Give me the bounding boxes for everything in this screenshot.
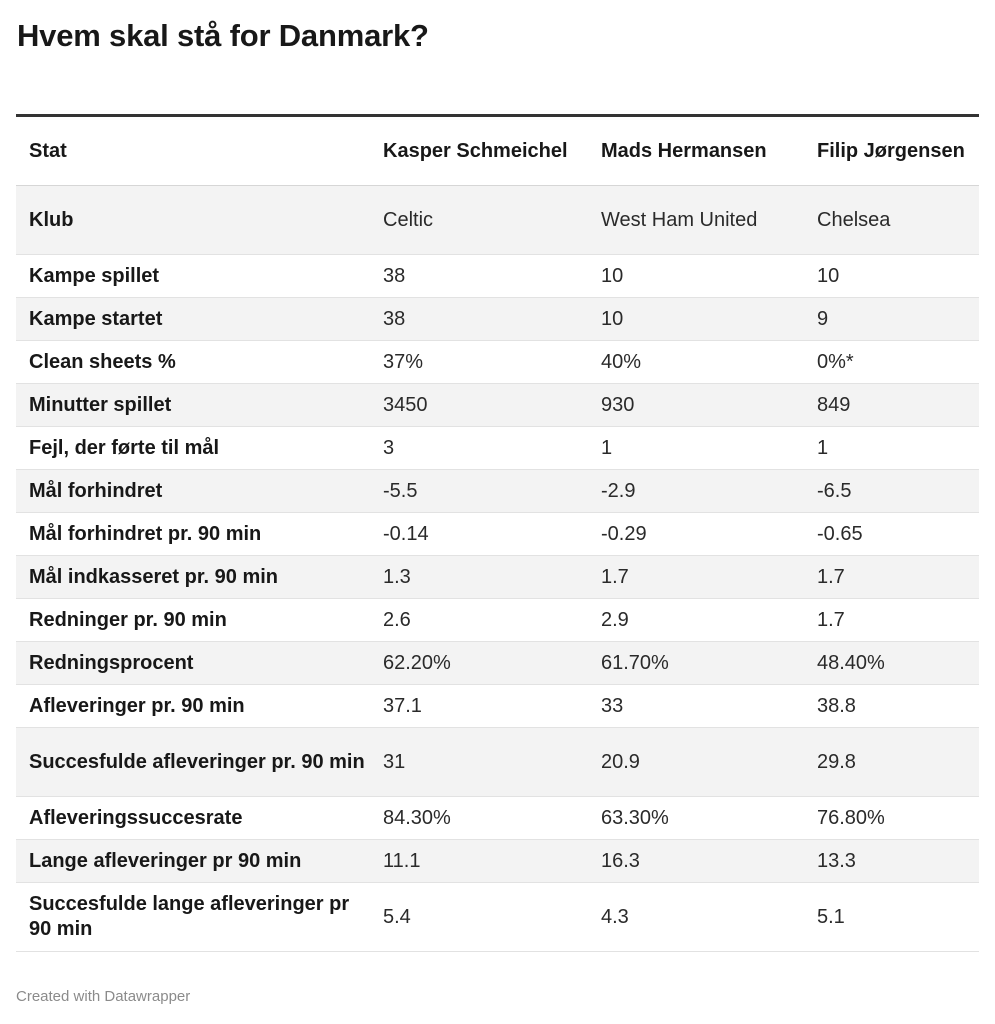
stat-value-cell: 10 bbox=[588, 254, 804, 298]
stat-label-cell: Minutter spillet bbox=[16, 383, 370, 427]
stat-value-cell: 48.40% bbox=[804, 641, 979, 685]
table-row: Mål indkasseret pr. 90 min 1.3 1.7 1.7 bbox=[16, 555, 979, 599]
table-row: Clean sheets % 37% 40% 0%* bbox=[16, 340, 979, 384]
chart-title: Hvem skal stå for Danmark? bbox=[17, 18, 429, 53]
stat-value-cell: 38.8 bbox=[804, 684, 979, 728]
stat-label-cell: Mål forhindret bbox=[16, 469, 370, 513]
table-row: Kampe startet 38 10 9 bbox=[16, 297, 979, 341]
table-row: Kampe spillet 38 10 10 bbox=[16, 254, 979, 298]
table-row: Minutter spillet 3450 930 849 bbox=[16, 383, 979, 427]
stat-value-cell: -0.29 bbox=[588, 512, 804, 556]
stat-value-cell: 2.6 bbox=[370, 598, 588, 642]
stat-value-cell: 1.7 bbox=[804, 555, 979, 599]
table-row: Mål forhindret -5.5 -2.9 -6.5 bbox=[16, 469, 979, 513]
stat-label-cell: Afleveringssuccesrate bbox=[16, 796, 370, 840]
stat-value-cell: 84.30% bbox=[370, 796, 588, 840]
stat-value-cell: 1 bbox=[588, 426, 804, 470]
stat-label-cell: Redningsprocent bbox=[16, 641, 370, 685]
mads-hermansen-column-header: Mads Hermansen bbox=[588, 115, 804, 186]
table-row: Succesfulde lange afleveringer pr 90 min… bbox=[16, 882, 979, 952]
stat-value-cell: -6.5 bbox=[804, 469, 979, 513]
stat-value-cell: 2.9 bbox=[588, 598, 804, 642]
stat-value-cell: Celtic bbox=[370, 185, 588, 255]
table-body: Klub Celtic West Ham United Chelsea Kampe sp… bbox=[16, 185, 979, 952]
stat-value-cell: 40% bbox=[588, 340, 804, 384]
table-row: Mål forhindret pr. 90 min -0.14 -0.29 -0.65 bbox=[16, 512, 979, 556]
table-row: Succesfulde afleveringer pr. 90 min 31 20.… bbox=[16, 727, 979, 797]
stat-value-cell: 13.3 bbox=[804, 839, 979, 883]
stat-value-cell: -0.14 bbox=[370, 512, 588, 556]
table-row: Redninger pr. 90 min 2.6 2.9 1.7 bbox=[16, 598, 979, 642]
stat-value-cell: 29.8 bbox=[804, 727, 979, 797]
table-row: Lange afleveringer pr 90 min 11.1 16.3 13.3 bbox=[16, 839, 979, 883]
table-row: Klub Celtic West Ham United Chelsea bbox=[16, 185, 979, 255]
stat-value-cell: West Ham United bbox=[588, 185, 804, 255]
stat-value-cell: 10 bbox=[804, 254, 979, 298]
table-row: Afleveringer pr. 90 min 37.1 33 38.8 bbox=[16, 684, 979, 728]
stat-label-cell: Redninger pr. 90 min bbox=[16, 598, 370, 642]
stat-value-cell: 62.20% bbox=[370, 641, 588, 685]
stat-label-cell: Kampe startet bbox=[16, 297, 370, 341]
filip-jorgensen-column-header: Filip Jørgensen bbox=[804, 115, 979, 186]
stat-value-cell: 5.4 bbox=[370, 882, 588, 952]
stat-value-cell: 63.30% bbox=[588, 796, 804, 840]
stat-label-cell: Klub bbox=[16, 185, 370, 255]
stat-value-cell: 1.7 bbox=[804, 598, 979, 642]
stat-value-cell: 9 bbox=[804, 297, 979, 341]
table-row: Afleveringssuccesrate 84.30% 63.30% 76.80% bbox=[16, 796, 979, 840]
stat-label-cell: Succesfulde afleveringer pr. 90 min bbox=[16, 727, 370, 797]
stat-value-cell: 76.80% bbox=[804, 796, 979, 840]
stat-value-cell: 38 bbox=[370, 297, 588, 341]
stat-value-cell: -0.65 bbox=[804, 512, 979, 556]
stat-label-cell: Afleveringer pr. 90 min bbox=[16, 684, 370, 728]
stat-value-cell: -5.5 bbox=[370, 469, 588, 513]
stat-value-cell: 38 bbox=[370, 254, 588, 298]
stats-table-container: Stat Kasper Schmeichel Mads Hermansen Filip… bbox=[16, 114, 979, 952]
stats-table: Stat Kasper Schmeichel Mads Hermansen Filip… bbox=[16, 114, 979, 952]
stat-value-cell: 20.9 bbox=[588, 727, 804, 797]
stat-value-cell: 37.1 bbox=[370, 684, 588, 728]
stat-value-cell: 11.1 bbox=[370, 839, 588, 883]
header-row: Stat Kasper Schmeichel Mads Hermansen Filip… bbox=[16, 115, 979, 186]
stat-label-cell: Kampe spillet bbox=[16, 254, 370, 298]
stat-value-cell: 61.70% bbox=[588, 641, 804, 685]
stat-value-cell: Chelsea bbox=[804, 185, 979, 255]
stat-label-cell: Mål forhindret pr. 90 min bbox=[16, 512, 370, 556]
stat-label-cell: Mål indkasseret pr. 90 min bbox=[16, 555, 370, 599]
table-row: Fejl, der førte til mål 3 1 1 bbox=[16, 426, 979, 470]
stat-label-cell: Clean sheets % bbox=[16, 340, 370, 384]
stat-value-cell: 3450 bbox=[370, 383, 588, 427]
stat-label-cell: Succesfulde lange afleveringer pr 90 min bbox=[16, 882, 370, 952]
stat-value-cell: 849 bbox=[804, 383, 979, 427]
datawrapper-credit: Created with Datawrapper bbox=[16, 988, 191, 1005]
stat-value-cell: 16.3 bbox=[588, 839, 804, 883]
stat-value-cell: 930 bbox=[588, 383, 804, 427]
stat-column-header: Stat bbox=[16, 115, 370, 186]
stat-value-cell: -2.9 bbox=[588, 469, 804, 513]
stat-value-cell: 3 bbox=[370, 426, 588, 470]
stat-value-cell: 1.7 bbox=[588, 555, 804, 599]
stat-value-cell: 1 bbox=[804, 426, 979, 470]
table-row: Redningsprocent 62.20% 61.70% 48.40% bbox=[16, 641, 979, 685]
stat-value-cell: 5.1 bbox=[804, 882, 979, 952]
table-header: Stat Kasper Schmeichel Mads Hermansen Filip… bbox=[16, 115, 979, 186]
stat-label-cell: Fejl, der førte til mål bbox=[16, 426, 370, 470]
stat-value-cell: 10 bbox=[588, 297, 804, 341]
stat-value-cell: 37% bbox=[370, 340, 588, 384]
stat-value-cell: 31 bbox=[370, 727, 588, 797]
stat-value-cell: 4.3 bbox=[588, 882, 804, 952]
stat-value-cell: 0%* bbox=[804, 340, 979, 384]
stat-label-cell: Lange afleveringer pr 90 min bbox=[16, 839, 370, 883]
kasper-schmeichel-column-header: Kasper Schmeichel bbox=[370, 115, 588, 186]
stat-value-cell: 1.3 bbox=[370, 555, 588, 599]
stat-value-cell: 33 bbox=[588, 684, 804, 728]
